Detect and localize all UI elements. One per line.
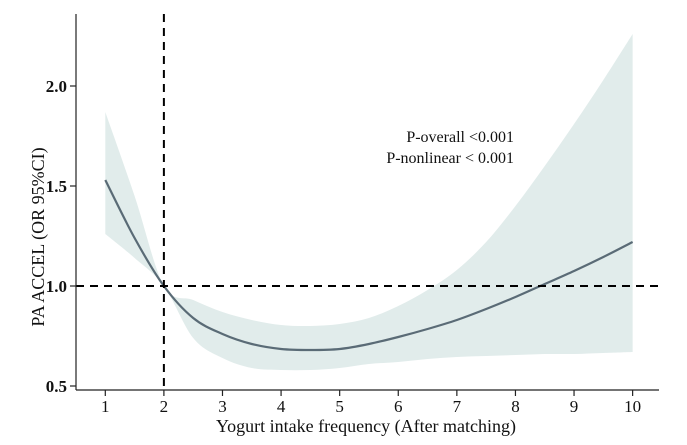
x-tick-label: 6 [394,397,403,416]
annotation-p-overall: P-overall <0.001 [406,129,514,146]
axes: 1 2 3 4 5 6 7 8 9 10 0.5 1.0 1.5 2.0 [46,14,659,416]
y-tick-label: 2.0 [46,77,67,96]
x-tick-label: 1 [101,397,110,416]
x-tick-label: 8 [511,397,520,416]
x-tick-label: 3 [218,397,227,416]
y-tick-label: 1.5 [46,177,67,196]
y-tick-label: 0.5 [46,377,67,396]
x-tick-label: 7 [453,397,462,416]
y-tick-label: 1.0 [46,277,67,296]
y-axis-label: PA ACCEL (OR 95%CI) [28,147,49,326]
spline-line [104,179,634,352]
x-tick-label: 9 [570,397,579,416]
plot-area [76,14,659,390]
x-tick-label: 2 [160,397,169,416]
x-tick-label: 10 [624,397,641,416]
x-tick-label: 5 [335,397,344,416]
x-tick-label: 4 [277,397,286,416]
confidence-band [105,34,633,371]
annotation-p-nonlinear: P-nonlinear < 0.001 [386,150,514,167]
x-axis-label: Yogurt intake frequency (After matching) [216,416,516,437]
